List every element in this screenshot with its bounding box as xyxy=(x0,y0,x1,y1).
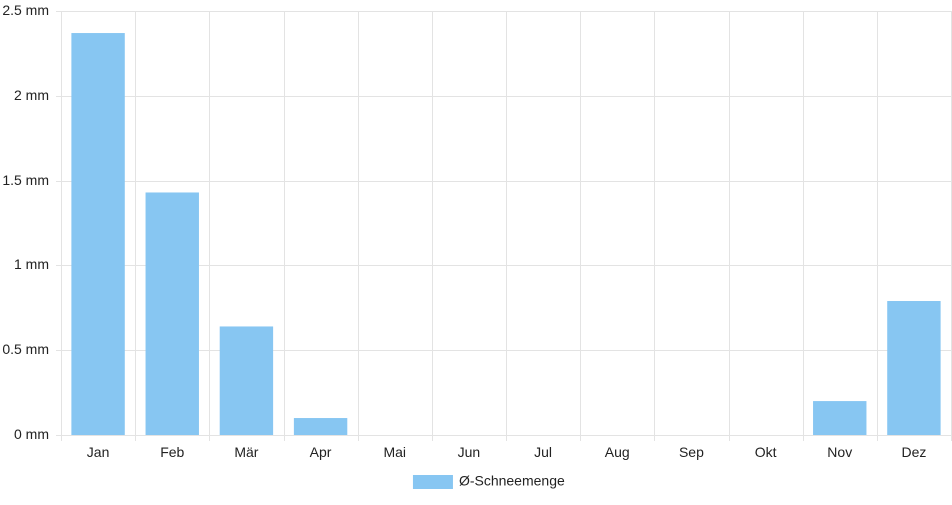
grid-layer xyxy=(56,11,952,441)
x-tick-label: Apr xyxy=(310,444,332,460)
legend-swatch xyxy=(412,475,453,489)
bar-apr[interactable] xyxy=(293,418,348,435)
x-tick-label: Aug xyxy=(605,444,630,460)
x-tick-label: Feb xyxy=(160,444,184,460)
y-tick-label: 2.5 mm xyxy=(2,2,49,18)
bar-nov[interactable] xyxy=(813,401,867,435)
x-tick-label: Dez xyxy=(901,444,926,460)
axis-layer: 0 mm 0.5 mm 1 mm 1.5 mm 2 mm 2.5 mm Jan Feb Mär A… xyxy=(2,2,926,460)
bar-dez[interactable] xyxy=(887,301,941,435)
x-tick-label: Jun xyxy=(458,444,481,460)
bar-feb[interactable] xyxy=(145,192,199,435)
legend-label: Ø-Schneemenge xyxy=(459,473,565,489)
y-tick-label: 2 mm xyxy=(14,87,49,103)
x-tick-label: Sep xyxy=(679,444,704,460)
legend[interactable]: Ø-Schneemenge xyxy=(412,473,565,489)
bar-jan[interactable] xyxy=(71,33,125,435)
y-tick-label: 0.5 mm xyxy=(2,341,49,357)
bar-mär[interactable] xyxy=(219,326,274,435)
y-tick-label: 1.5 mm xyxy=(2,172,49,188)
y-tick-label: 1 mm xyxy=(14,256,49,272)
x-tick-label: Okt xyxy=(755,444,777,460)
x-tick-label: Mai xyxy=(383,444,406,460)
x-tick-label: Mär xyxy=(234,444,258,460)
bar-layer xyxy=(71,33,941,435)
y-tick-label: 0 mm xyxy=(14,426,49,442)
x-tick-label: Nov xyxy=(827,444,852,460)
x-tick-label: Jul xyxy=(534,444,552,460)
x-tick-label: Jan xyxy=(87,444,110,460)
